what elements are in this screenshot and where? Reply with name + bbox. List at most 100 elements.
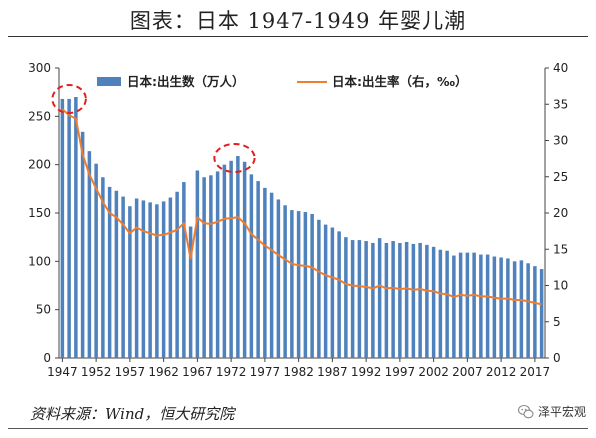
left-y-tick-label: 200 — [28, 158, 51, 172]
x-tick-label: 1977 — [250, 365, 281, 379]
bar — [148, 202, 152, 358]
bar — [310, 213, 314, 358]
bar — [155, 204, 159, 358]
bar — [317, 219, 321, 358]
bar — [526, 263, 530, 358]
bar — [141, 200, 146, 358]
bar-series — [60, 97, 544, 358]
left-y-tick-label: 0 — [43, 351, 51, 365]
bar — [499, 257, 503, 358]
x-tick-label: 1987 — [317, 365, 348, 379]
x-tick-label: 1972 — [216, 365, 247, 379]
bar — [337, 231, 341, 358]
bar — [452, 255, 456, 358]
left-y-tick-label: 300 — [28, 61, 51, 75]
chat-bubble-icon — [517, 404, 534, 418]
right-y-tick-label: 35 — [553, 97, 568, 111]
x-tick-label: 2002 — [418, 365, 449, 379]
bar — [350, 240, 355, 358]
bar — [438, 249, 443, 358]
left-y-tick-label: 250 — [28, 109, 51, 123]
bar — [128, 206, 132, 358]
x-tick-label: 1947 — [47, 365, 78, 379]
bar — [276, 199, 281, 358]
bar — [344, 237, 348, 358]
legend-bar-swatch — [97, 77, 121, 86]
bar — [121, 196, 125, 358]
bar — [398, 242, 402, 358]
bar — [384, 242, 389, 358]
bar — [431, 246, 436, 358]
bar — [168, 197, 173, 358]
bar — [472, 252, 476, 358]
bar — [283, 205, 287, 358]
bar — [74, 97, 78, 358]
bar — [533, 266, 537, 358]
bar — [512, 261, 517, 358]
bar — [371, 242, 375, 358]
bar — [290, 210, 294, 358]
x-tick-label: 1982 — [283, 365, 314, 379]
bar — [107, 186, 112, 358]
x-tick-label: 1952 — [81, 365, 112, 379]
title-bar: 图表：日本 1947-1949 年婴儿潮 — [0, 0, 596, 37]
right-y-tick-label: 15 — [553, 242, 568, 256]
right-y-tick-label: 30 — [553, 134, 568, 148]
bar — [458, 252, 463, 358]
bar — [256, 181, 260, 358]
bar — [87, 151, 92, 358]
bar — [222, 164, 227, 358]
bar — [161, 201, 166, 358]
x-tick-label: 1967 — [182, 365, 213, 379]
x-tick-label: 1997 — [385, 365, 416, 379]
bar — [236, 155, 240, 358]
x-tick-label: 2007 — [452, 365, 483, 379]
line-series — [61, 108, 542, 306]
left-y-tick-label: 150 — [28, 206, 51, 220]
bar — [188, 226, 193, 358]
bar — [249, 174, 254, 358]
page-title: 图表：日本 1947-1949 年婴儿潮 — [129, 9, 467, 33]
highlight-ellipse — [213, 142, 256, 173]
left-y-tick-label: 100 — [28, 254, 51, 268]
right-y-tick-label: 0 — [553, 351, 561, 365]
bar — [506, 258, 510, 358]
bar — [202, 177, 206, 358]
bar — [479, 254, 483, 358]
highlight-ellipse — [51, 84, 87, 114]
bar — [492, 256, 497, 358]
x-tick-label: 1992 — [351, 365, 382, 379]
bar — [182, 182, 186, 358]
bar — [445, 250, 449, 358]
right-y-tick-label: 40 — [553, 61, 568, 75]
left-y-tick-label: 50 — [36, 303, 51, 317]
legend-line-label: 日本:出生率（右，‰） — [332, 74, 468, 89]
bar — [242, 161, 247, 358]
title-divider — [8, 36, 588, 37]
bar — [465, 252, 470, 358]
bar — [330, 227, 335, 358]
right-y-tick-label: 5 — [553, 315, 561, 329]
bar — [114, 190, 119, 358]
bar — [94, 163, 98, 358]
bar — [485, 254, 490, 358]
bar — [229, 160, 233, 358]
bar — [134, 198, 139, 358]
bar — [67, 98, 71, 358]
brand-logo: 泽平宏观 — [517, 403, 586, 420]
right-y-tick-label: 10 — [553, 279, 568, 293]
bar — [418, 242, 422, 358]
bar — [101, 177, 105, 358]
footer-divider — [8, 428, 588, 429]
bar — [357, 240, 362, 358]
bar — [404, 242, 409, 358]
bar — [195, 170, 200, 358]
bar — [519, 260, 524, 358]
bar — [425, 244, 429, 358]
right-y-tick-label: 20 — [553, 206, 568, 220]
right-y-tick-label: 25 — [553, 170, 568, 184]
bar — [391, 241, 395, 358]
bar — [377, 238, 382, 358]
